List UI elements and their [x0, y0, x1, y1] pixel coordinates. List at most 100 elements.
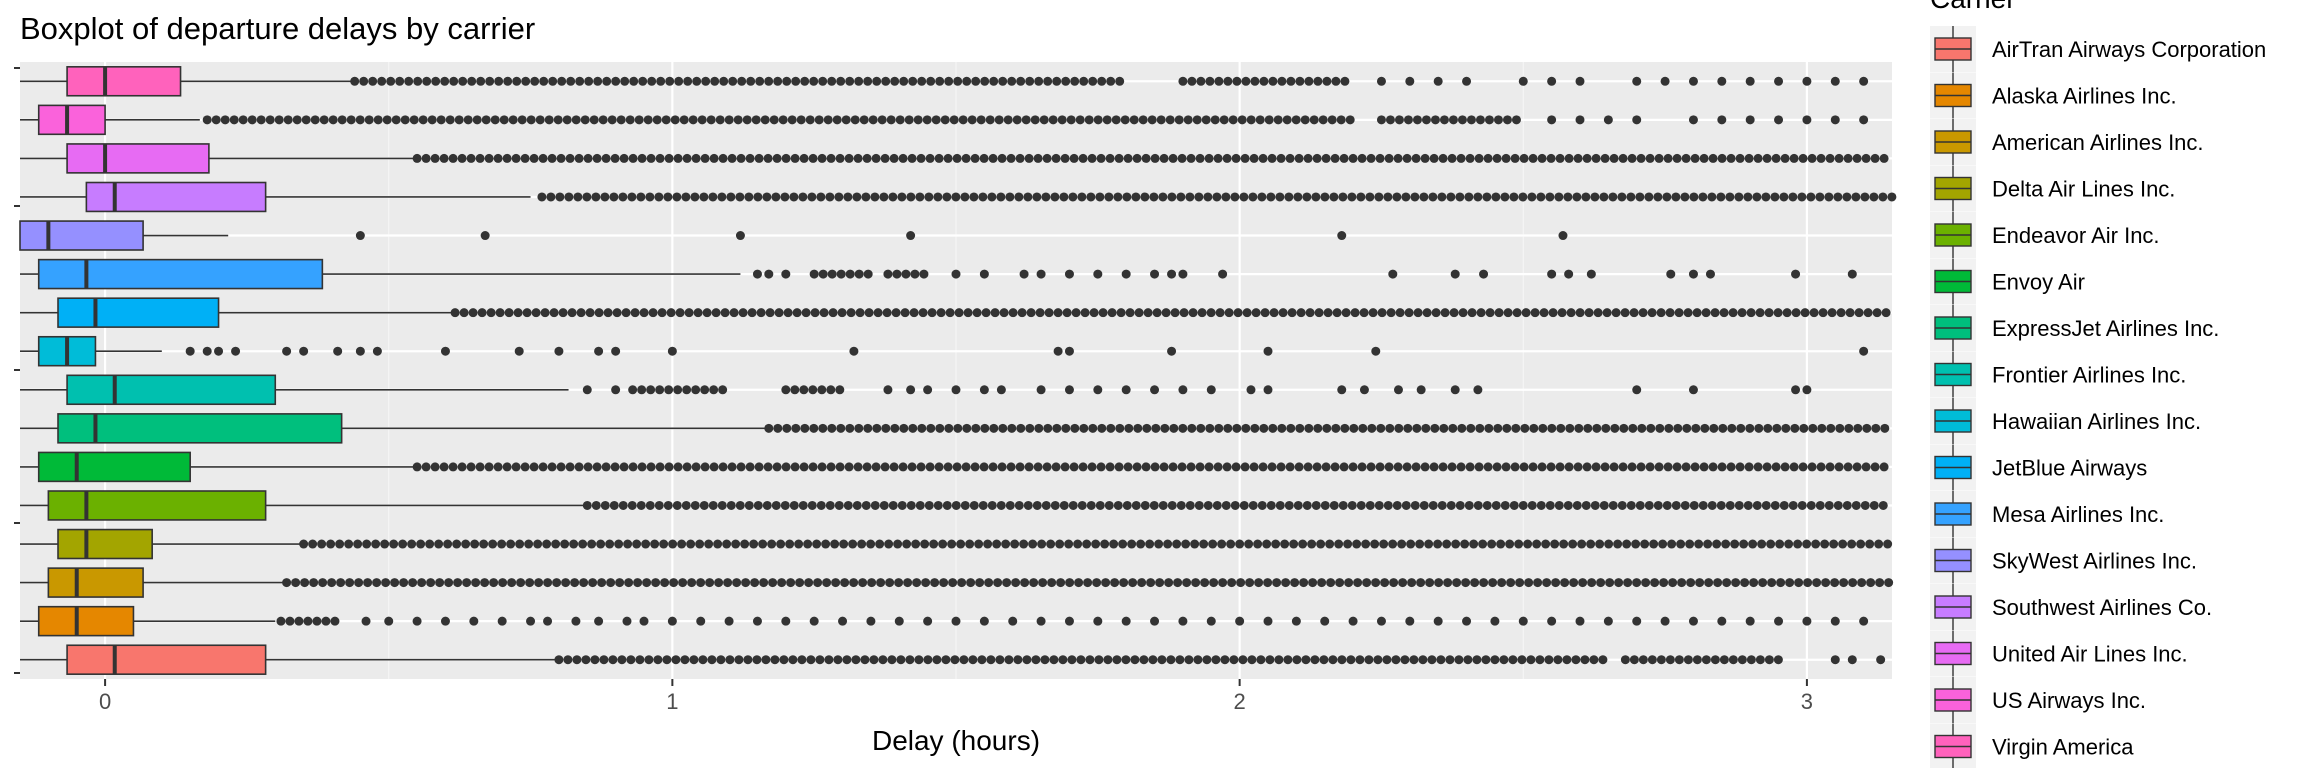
outlier-point — [1311, 500, 1321, 510]
outlier-point — [1192, 115, 1202, 125]
outlier-point — [1420, 462, 1430, 472]
outlier-point — [791, 423, 801, 433]
outlier-point — [512, 76, 522, 86]
outlier-point — [1774, 76, 1784, 86]
outlier-point — [418, 115, 428, 125]
outlier-point — [1619, 423, 1629, 433]
outlier-point — [1223, 76, 1233, 86]
outlier-point — [863, 76, 873, 86]
outlier-point — [1292, 655, 1302, 665]
outlier-point — [1348, 616, 1358, 626]
outlier-point — [1629, 655, 1639, 665]
outlier-point — [1320, 192, 1330, 202]
outlier-point — [308, 539, 318, 549]
outlier-point — [553, 115, 563, 125]
box-iqr — [37, 605, 135, 637]
outlier-point — [1473, 385, 1483, 395]
outlier-point — [1503, 308, 1513, 318]
outlier-point — [898, 462, 908, 472]
outlier-point — [359, 76, 369, 86]
outlier-point — [713, 539, 723, 549]
outlier-point — [1564, 269, 1574, 279]
outlier-point — [1491, 192, 1501, 202]
outlier-point — [1596, 578, 1606, 588]
outlier-point — [979, 616, 989, 626]
outlier-point — [1166, 655, 1176, 665]
outlier-point — [1203, 500, 1213, 510]
outlier-point — [1528, 462, 1538, 472]
outlier-point — [1088, 423, 1098, 433]
outlier-point — [943, 153, 953, 163]
outlier-point — [1482, 500, 1492, 510]
outlier-point — [667, 346, 677, 356]
outlier-point — [335, 539, 345, 549]
carrier-box — [20, 104, 1869, 136]
outlier-point — [1743, 500, 1753, 510]
outlier-point — [1601, 423, 1611, 433]
outlier-point — [1744, 462, 1754, 472]
outlier-point — [1629, 308, 1639, 318]
outlier-point — [617, 655, 627, 665]
outlier-point — [594, 616, 604, 626]
outlier-point — [897, 192, 907, 202]
outlier-point — [1034, 423, 1044, 433]
outlier-point — [1338, 500, 1348, 510]
outlier-point — [1442, 539, 1452, 549]
outlier-point — [915, 192, 925, 202]
outlier-point — [534, 578, 544, 588]
outlier-point — [1674, 655, 1684, 665]
outlier-point — [725, 655, 735, 665]
outlier-point — [578, 539, 588, 549]
outlier-point — [508, 115, 518, 125]
outlier-point — [1811, 539, 1821, 549]
outlier-point — [965, 539, 975, 549]
outlier-point — [1133, 423, 1143, 433]
outlier-point — [1195, 153, 1205, 163]
outlier-point — [1019, 269, 1029, 279]
outlier-point — [1455, 192, 1465, 202]
outlier-point — [1240, 153, 1250, 163]
outlier-point — [782, 76, 792, 86]
outlier-point — [755, 76, 765, 86]
outlier-point — [1240, 462, 1250, 472]
outlier-point — [875, 539, 885, 549]
outlier-point — [1020, 578, 1030, 588]
outlier-point — [611, 76, 621, 86]
outlier-point — [1033, 462, 1043, 472]
outlier-point — [908, 76, 918, 86]
outlier-point — [1454, 655, 1464, 665]
legend-item: Envoy Air — [1930, 258, 2085, 305]
outlier-point — [1581, 192, 1591, 202]
outlier-point — [935, 76, 945, 86]
outlier-point — [1041, 192, 1051, 202]
outlier-point — [1098, 308, 1108, 318]
chart-title: Boxplot of departure delays by carrier — [20, 11, 535, 46]
outlier-point — [611, 385, 621, 395]
outlier-point — [1664, 423, 1674, 433]
outlier-point — [1168, 462, 1178, 472]
outlier-point — [1412, 115, 1422, 125]
outlier-point — [761, 655, 771, 665]
outlier-point — [1428, 500, 1438, 510]
outlier-point — [1391, 655, 1401, 665]
outlier-point — [1815, 500, 1825, 510]
outlier-point — [729, 308, 739, 318]
outlier-point — [1036, 269, 1046, 279]
outlier-point — [1500, 192, 1510, 202]
outlier-point — [1784, 539, 1794, 549]
outlier-point — [588, 578, 598, 588]
outlier-point — [1093, 616, 1103, 626]
outlier-point — [1348, 153, 1358, 163]
outlier-point — [345, 578, 355, 588]
outlier-point — [1410, 500, 1420, 510]
outlier-point — [1635, 192, 1645, 202]
box-iqr — [19, 220, 144, 251]
outlier-point — [717, 500, 727, 510]
carrier-box — [20, 451, 1889, 483]
outlier-point — [1358, 423, 1368, 433]
outlier-point — [1653, 500, 1663, 510]
legend-label: United Air Lines Inc. — [1992, 642, 2188, 667]
outlier-point — [1101, 578, 1111, 588]
outlier-point — [1502, 423, 1512, 433]
